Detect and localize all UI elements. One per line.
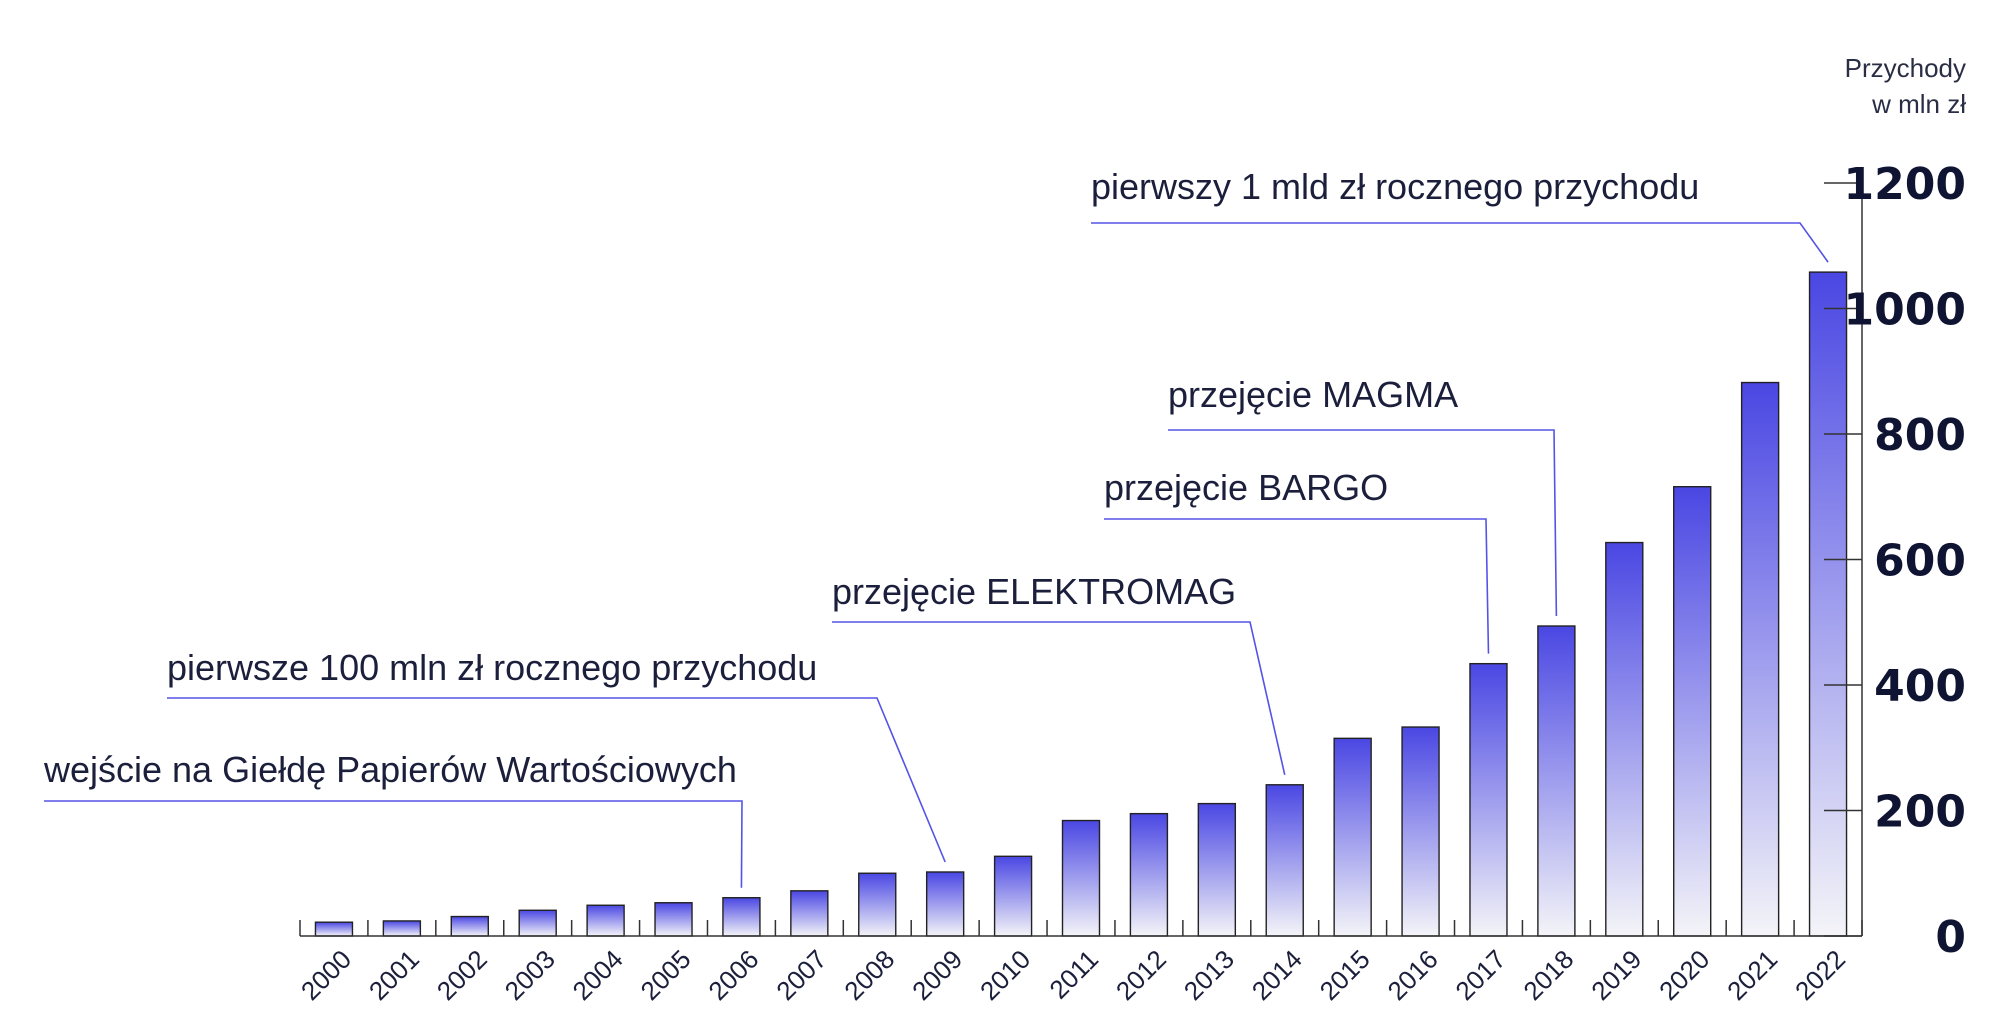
bar-2011 [1061, 819, 1101, 937]
x-tick-label-2021: 2021 [1721, 944, 1783, 1006]
x-tick-labels: 2000 2001 2002 2003 2004 2005 2006 2007 2008 2009… [295, 944, 1851, 1006]
x-tick-label-2019: 2019 [1585, 944, 1647, 1006]
x-tick-label-2010: 2010 [974, 944, 1036, 1006]
x-tick-label-2007: 2007 [770, 944, 832, 1006]
x-tick-label-2004: 2004 [567, 944, 629, 1006]
bar-2022 [1808, 271, 1848, 937]
bar-2002 [450, 915, 489, 937]
annotation-label-2017: przejęcie BARGO [1104, 467, 1388, 508]
y-tick-label-600: 600 [1874, 536, 1966, 587]
bar-2010 [993, 855, 1033, 937]
x-tick-label-2017: 2017 [1449, 944, 1511, 1006]
bar-2007 [790, 890, 829, 937]
x-tick-label-2002: 2002 [431, 944, 493, 1006]
bar-2005 [654, 902, 693, 937]
bar-2004 [586, 904, 625, 937]
annotation-labels: wejście na Giełdę Papierów Wartościowych… [43, 166, 1699, 790]
bars-group [314, 271, 1848, 937]
bar-2008 [858, 872, 897, 937]
annotation-label-2022: pierwszy 1 mld zł rocznego przychodu [1091, 166, 1699, 207]
bar-2006 [722, 897, 761, 937]
x-tick-label-2018: 2018 [1517, 944, 1579, 1006]
y-tick-label-800: 800 [1874, 410, 1966, 461]
bar-2018 [1537, 625, 1576, 937]
bar-2009 [925, 871, 965, 937]
bar-2001 [382, 920, 422, 937]
annotation-label-2018: przejęcie MAGMA [1168, 374, 1458, 415]
y-tick-labels: 0 200 400 600 800 1000 1200 [1844, 159, 1966, 963]
bar-2013 [1197, 802, 1237, 937]
bar-2012 [1129, 812, 1169, 937]
x-tick-label-2015: 2015 [1314, 944, 1376, 1006]
bar-2015 [1333, 737, 1372, 937]
annotation-leader-2022 [1091, 222, 1829, 263]
annotation-label-2009: pierwsze 100 mln zł rocznego przychodu [167, 647, 817, 688]
x-tick-label-2012: 2012 [1110, 944, 1172, 1006]
x-tick-label-2022: 2022 [1789, 944, 1851, 1006]
y-tick-label-1000: 1000 [1844, 285, 1966, 336]
y-tick-label-0: 0 [1935, 912, 1966, 963]
y-tick-label-400: 400 [1874, 661, 1966, 712]
x-tick-label-2001: 2001 [363, 944, 425, 1006]
x-tick-label-2014: 2014 [1246, 944, 1308, 1006]
bar-2017 [1469, 662, 1508, 937]
annotation-leader-2009 [167, 697, 946, 863]
x-tick-label-2006: 2006 [702, 944, 764, 1006]
y-axis-label-line1: Przychody [1845, 53, 1966, 83]
x-tick-label-2003: 2003 [499, 944, 561, 1006]
x-tick-label-2011: 2011 [1043, 944, 1104, 1005]
y-tick-label-1200: 1200 [1844, 159, 1966, 210]
bar-2003 [518, 909, 557, 937]
bar-2019 [1605, 541, 1644, 937]
x-tick-label-2009: 2009 [906, 944, 968, 1006]
x-tick-label-2020: 2020 [1653, 944, 1715, 1006]
y-axis-label-line2: w mln zł [1871, 89, 1966, 119]
annotation-leader-2017 [1104, 518, 1490, 654]
annotation-label-2014: przejęcie ELEKTROMAG [832, 571, 1236, 612]
x-tick-label-2008: 2008 [838, 944, 900, 1006]
annotation-label-2006: wejście na Giełdę Papierów Wartościowych [43, 749, 737, 790]
annotation-leaders [44, 222, 1829, 888]
bar-2014 [1265, 784, 1304, 937]
bar-2020 [1673, 486, 1712, 937]
annotation-leader-2006 [44, 800, 743, 888]
annotation-leader-2018 [1168, 429, 1558, 617]
x-tick-label-2000: 2000 [295, 944, 357, 1006]
x-tick-label-2016: 2016 [1382, 944, 1444, 1006]
y-tick-label-200: 200 [1874, 787, 1966, 838]
annotation-leader-2014 [832, 621, 1286, 775]
x-tick-label-2013: 2013 [1178, 944, 1240, 1006]
bar-2000 [314, 921, 354, 937]
axes-group [299, 182, 1863, 937]
bar-2016 [1401, 726, 1440, 937]
bar-2021 [1740, 381, 1780, 937]
x-tick-label-2005: 2005 [635, 944, 697, 1006]
